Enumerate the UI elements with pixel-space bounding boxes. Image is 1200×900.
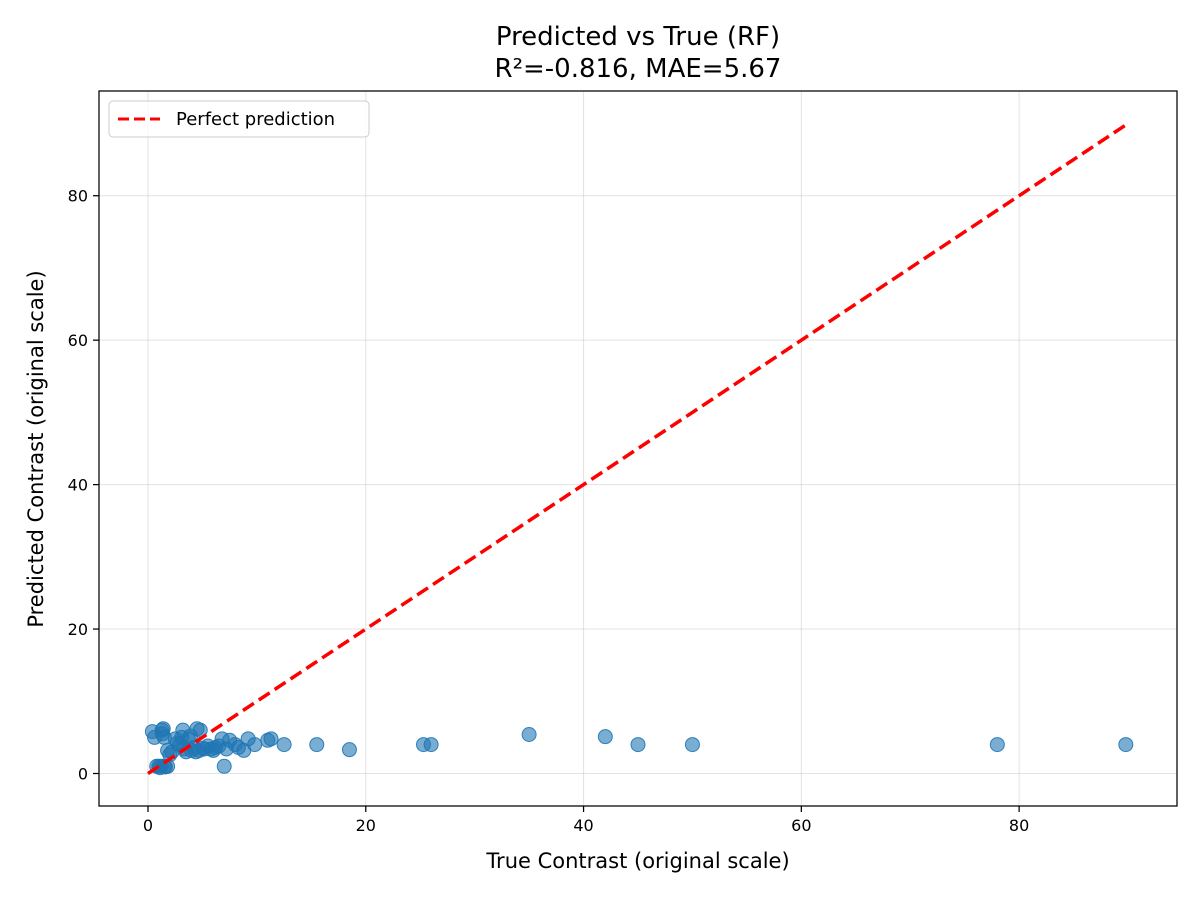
data-point — [341, 742, 357, 758]
y-axis-label: Predicted Contrast (original scale) — [24, 270, 48, 627]
y-tick-label: 40 — [68, 476, 88, 495]
x-tick-label: 40 — [573, 816, 593, 835]
legend-box — [108, 100, 370, 138]
chart-subtitle: R²=-0.816, MAE=5.67 — [495, 54, 782, 84]
x-axis-label: True Contrast (original scale) — [485, 849, 789, 873]
data-point — [597, 729, 613, 745]
chart-title: Predicted vs True (RF) — [496, 22, 780, 52]
perfect-prediction-line — [147, 122, 1129, 775]
grid — [99, 91, 1177, 806]
axes-frame — [98, 90, 1178, 807]
data-point — [276, 737, 292, 753]
x-tick-label: 0 — [143, 816, 153, 835]
data-point — [521, 727, 537, 742]
axis-ticks: 0 20 40 60 80 0 20 40 60 80 — [68, 187, 1030, 835]
data-point — [309, 737, 325, 753]
legend: Perfect prediction — [108, 100, 370, 138]
data-point — [247, 737, 263, 753]
x-tick-label: 60 — [791, 816, 811, 835]
x-tick-label: 20 — [356, 816, 376, 835]
plot-area — [144, 122, 1134, 776]
data-point — [216, 758, 232, 774]
data-point — [684, 737, 700, 753]
data-point — [630, 737, 646, 753]
x-tick-label: 80 — [1009, 816, 1029, 835]
data-point — [263, 731, 279, 747]
y-tick-label: 0 — [78, 765, 88, 784]
data-point — [989, 737, 1005, 753]
data-point — [423, 737, 439, 753]
y-tick-label: 20 — [68, 620, 88, 639]
y-tick-label: 60 — [68, 331, 88, 350]
data-point — [1118, 737, 1134, 753]
legend-entry-perfect-prediction: Perfect prediction — [176, 109, 335, 130]
y-tick-label: 80 — [68, 187, 88, 206]
